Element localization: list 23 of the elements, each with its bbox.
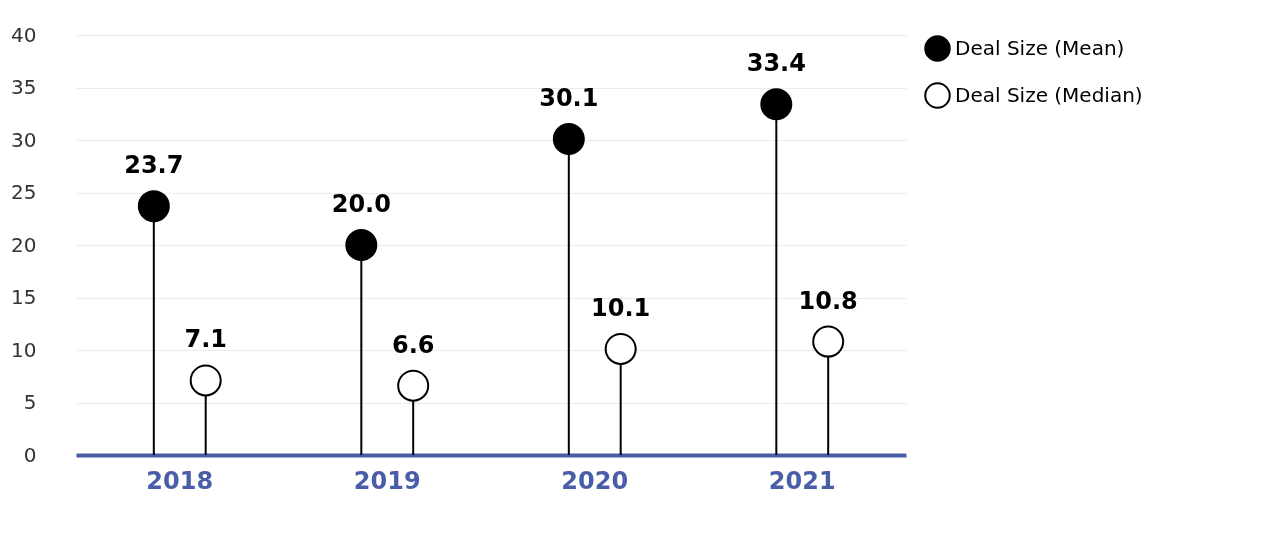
y-tick-label: 15 (11, 285, 37, 309)
data-label: 30.1 (539, 83, 599, 112)
y-tick-label: 35 (11, 75, 37, 99)
x-tick-label: 2021 (768, 466, 836, 495)
x-tick-label: 2020 (561, 466, 629, 495)
data-label: 10.8 (798, 286, 858, 315)
y-tick-label: 0 (23, 442, 37, 467)
x-tick-label: 2019 (353, 466, 421, 495)
data-label: 10.1 (591, 293, 651, 322)
x-tick-label: 2018 (146, 466, 214, 495)
y-tick-label: 5 (23, 390, 37, 414)
data-label: 7.1 (184, 325, 227, 354)
legend-label: Deal Size (Mean) (955, 35, 1125, 60)
data-label: 20.0 (331, 190, 391, 218)
y-tick-label: 25 (11, 180, 37, 204)
data-label: 23.7 (124, 151, 184, 180)
y-tick-label: 10 (11, 337, 37, 362)
legend-label: Deal Size (Median) (955, 82, 1143, 107)
y-tick-label: 30 (11, 127, 37, 152)
data-label: 33.4 (746, 49, 806, 78)
y-tick-label: 40 (11, 22, 37, 47)
y-tick-label: 20 (11, 232, 37, 257)
data-label: 6.6 (391, 330, 435, 359)
